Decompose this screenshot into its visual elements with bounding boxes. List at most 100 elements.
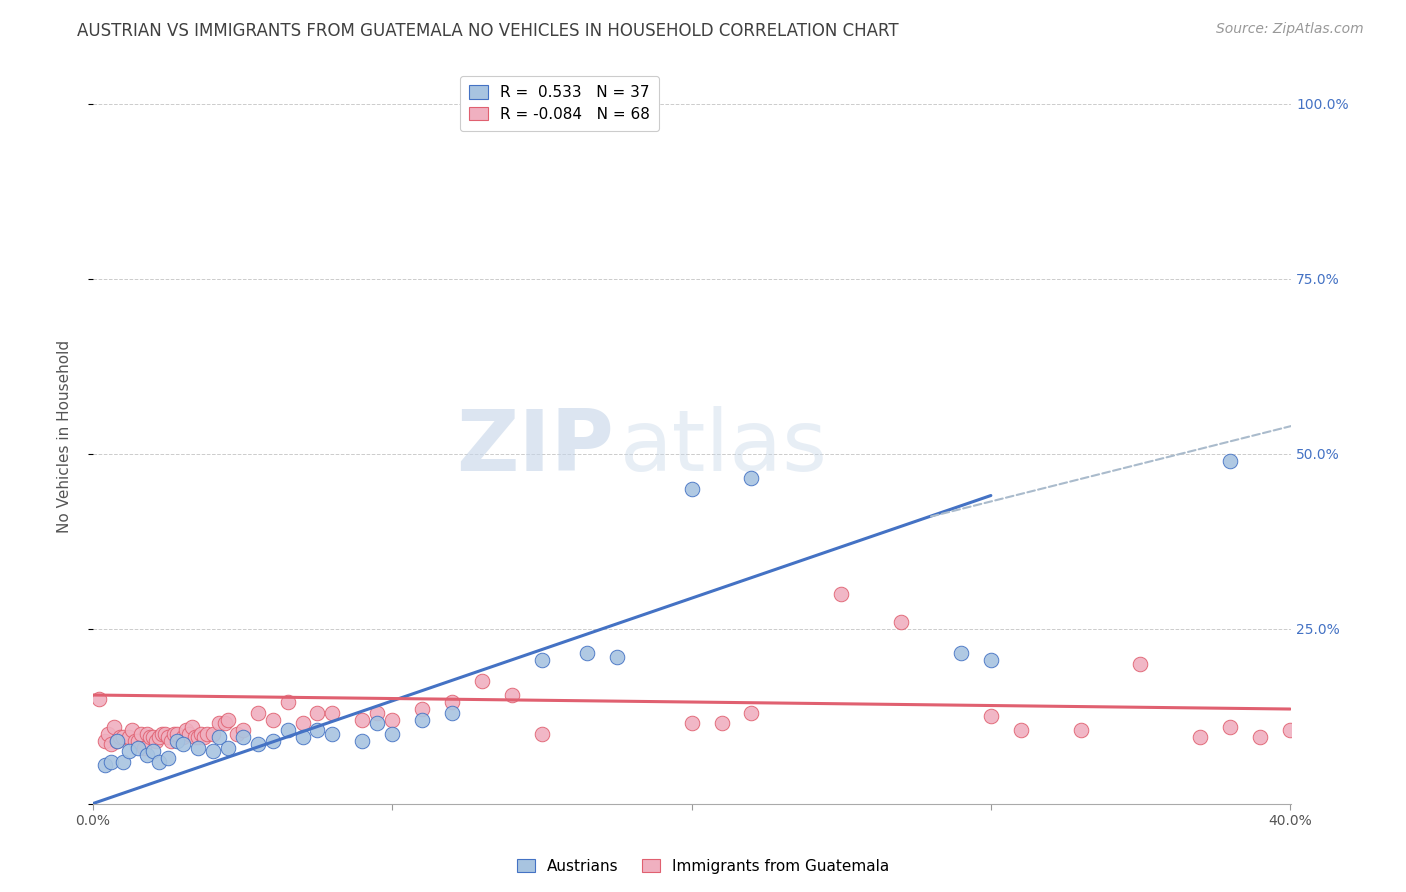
Point [121, 723, 143, 737]
Point [148, 730, 170, 744]
Point [291, 716, 314, 731]
Point [105, 733, 128, 747]
Point [262, 733, 284, 747]
Point [1070, 723, 1092, 737]
Point [575, 646, 598, 660]
Point [232, 723, 254, 737]
Point [1279, 723, 1302, 737]
Point [530, 653, 553, 667]
Point [135, 726, 157, 740]
Point [172, 737, 194, 751]
Point [187, 730, 209, 744]
Point [501, 688, 523, 702]
Point [681, 482, 703, 496]
Point [139, 730, 162, 744]
Point [1010, 723, 1032, 737]
Point [441, 706, 464, 720]
Point [105, 733, 128, 747]
Point [1189, 730, 1212, 744]
Point [148, 755, 170, 769]
Point [153, 726, 176, 740]
Point [208, 730, 231, 744]
Legend: Austrians, Immigrants from Guatemala: Austrians, Immigrants from Guatemala [510, 853, 896, 880]
Point [201, 726, 224, 740]
Point [127, 740, 149, 755]
Point [740, 471, 762, 485]
Point [111, 755, 134, 769]
Point [291, 730, 314, 744]
Point [890, 615, 912, 629]
Point [214, 716, 236, 731]
Point [980, 653, 1002, 667]
Point [156, 751, 179, 765]
Point [100, 755, 122, 769]
Point [321, 726, 343, 740]
Point [1219, 719, 1241, 733]
Point [174, 723, 197, 737]
Y-axis label: No Vehicles in Household: No Vehicles in Household [58, 340, 72, 533]
Point [1249, 730, 1271, 744]
Point [232, 730, 254, 744]
Point [108, 730, 131, 744]
Point [381, 713, 404, 727]
Point [352, 733, 374, 747]
Point [177, 726, 200, 740]
Point [163, 726, 186, 740]
Text: Source: ZipAtlas.com: Source: ZipAtlas.com [1216, 22, 1364, 37]
Point [217, 740, 239, 755]
Point [681, 716, 703, 731]
Point [217, 713, 239, 727]
Point [118, 730, 141, 744]
Point [201, 744, 224, 758]
Point [195, 726, 218, 740]
Point [1309, 706, 1331, 720]
Point [352, 713, 374, 727]
Point [1129, 657, 1152, 671]
Point [530, 726, 553, 740]
Point [246, 706, 269, 720]
Point [94, 758, 117, 772]
Point [381, 726, 404, 740]
Point [156, 730, 179, 744]
Point [441, 695, 464, 709]
Point [190, 726, 212, 740]
Point [1219, 453, 1241, 467]
Point [187, 740, 209, 755]
Point [366, 706, 388, 720]
Point [193, 730, 215, 744]
Point [606, 649, 628, 664]
Point [132, 740, 155, 755]
Point [184, 730, 207, 744]
Point [135, 747, 157, 762]
Point [321, 706, 343, 720]
Point [127, 733, 149, 747]
Point [172, 730, 194, 744]
Point [246, 737, 269, 751]
Legend: R =  0.533   N = 37, R = -0.084   N = 68: R = 0.533 N = 37, R = -0.084 N = 68 [460, 76, 659, 131]
Point [980, 709, 1002, 723]
Point [111, 730, 134, 744]
Point [100, 737, 122, 751]
Point [87, 691, 110, 706]
Point [150, 726, 173, 740]
Point [129, 726, 152, 740]
Point [277, 723, 299, 737]
Point [307, 706, 329, 720]
Point [307, 723, 329, 737]
Point [124, 733, 146, 747]
Text: ZIP: ZIP [457, 406, 614, 489]
Point [471, 673, 494, 688]
Point [208, 716, 231, 731]
Point [366, 716, 388, 731]
Point [159, 733, 181, 747]
Point [710, 716, 733, 731]
Point [262, 713, 284, 727]
Point [225, 726, 247, 740]
Point [411, 713, 433, 727]
Point [142, 744, 165, 758]
Point [180, 719, 202, 733]
Point [740, 706, 762, 720]
Point [830, 586, 852, 600]
Point [142, 730, 165, 744]
Point [277, 695, 299, 709]
